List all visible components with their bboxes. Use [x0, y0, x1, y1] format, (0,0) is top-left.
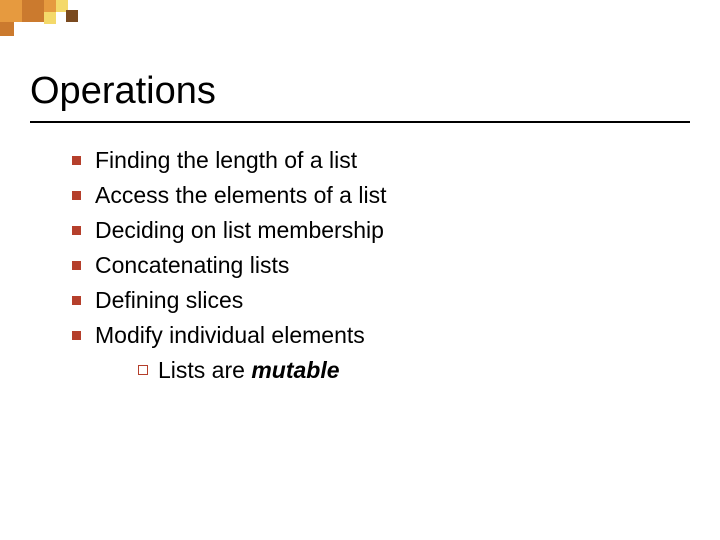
- sub-bullet-text: Lists are mutable: [158, 355, 690, 386]
- square-bullet-icon: [72, 331, 81, 340]
- hollow-square-bullet-icon: [138, 365, 148, 375]
- title-underline: [30, 121, 690, 123]
- sub-list-item: Lists are mutable: [138, 355, 690, 386]
- square-bullet-icon: [72, 226, 81, 235]
- deco-block: [44, 0, 56, 12]
- deco-block: [0, 0, 22, 22]
- list-item: Finding the length of a list: [72, 145, 690, 176]
- deco-block: [22, 0, 44, 22]
- bullet-text: Defining slices: [95, 285, 690, 316]
- corner-decoration: [0, 0, 140, 45]
- sub-bullet-prefix: Lists are: [158, 357, 251, 383]
- bullet-text: Access the elements of a list: [95, 180, 690, 211]
- sub-bullet-emphasis: mutable: [251, 357, 339, 383]
- list-item: Concatenating lists: [72, 250, 690, 281]
- deco-block: [0, 22, 14, 36]
- square-bullet-icon: [72, 156, 81, 165]
- slide-content: Operations Finding the length of a list …: [0, 0, 720, 416]
- bullet-list: Finding the length of a list Access the …: [30, 145, 690, 386]
- square-bullet-icon: [72, 191, 81, 200]
- list-item: Modify individual elements: [72, 320, 690, 351]
- square-bullet-icon: [72, 261, 81, 270]
- list-item: Deciding on list membership: [72, 215, 690, 246]
- deco-block: [44, 12, 56, 24]
- bullet-text: Modify individual elements: [95, 320, 690, 351]
- list-item: Access the elements of a list: [72, 180, 690, 211]
- list-item: Defining slices: [72, 285, 690, 316]
- slide-title: Operations: [30, 70, 690, 113]
- bullet-text: Concatenating lists: [95, 250, 690, 281]
- deco-block: [66, 10, 78, 22]
- bullet-text: Deciding on list membership: [95, 215, 690, 246]
- sub-bullet-list: Lists are mutable: [72, 355, 690, 386]
- square-bullet-icon: [72, 296, 81, 305]
- bullet-text: Finding the length of a list: [95, 145, 690, 176]
